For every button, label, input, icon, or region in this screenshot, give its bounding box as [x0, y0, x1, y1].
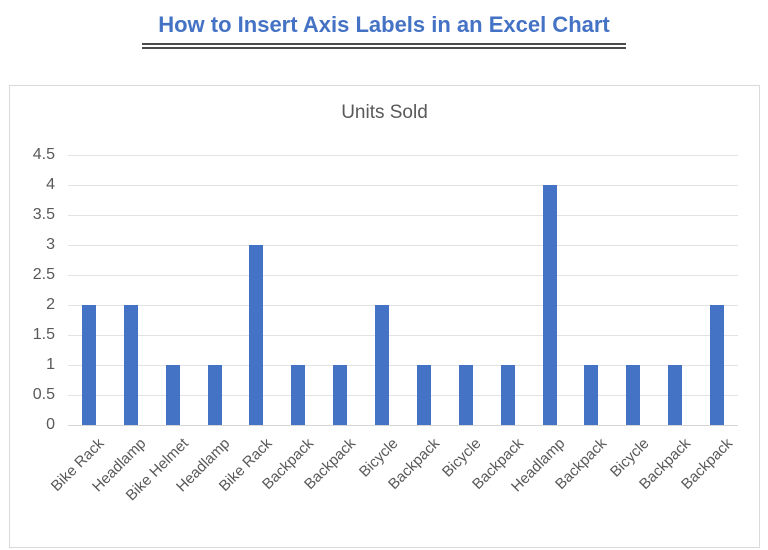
heading-row: How to Insert Axis Labels in an Excel Ch… — [0, 10, 768, 49]
bar-backpack — [668, 365, 683, 425]
y-tick-label: 1.5 — [32, 326, 55, 343]
chart-title: Units Sold — [341, 102, 428, 123]
y-tick-label: 1 — [46, 356, 55, 373]
y-tick-label: 4 — [46, 176, 55, 193]
bar-backpack — [416, 365, 431, 425]
y-tick-label: 3.5 — [32, 206, 55, 223]
gridline — [68, 155, 738, 156]
chart-frame: Units Sold 0 0.5 1 1.5 2 2.5 3 3.5 4 4.5 Bike Rac… — [9, 85, 760, 548]
bar-headlamp — [542, 185, 557, 425]
x-axis-line — [68, 425, 738, 426]
gridline — [68, 215, 738, 216]
bar-bicycle — [375, 305, 390, 425]
page-title: How to Insert Axis Labels in an Excel Ch… — [142, 10, 626, 49]
bar-backpack — [584, 365, 599, 425]
gridline — [68, 305, 738, 306]
bar-backpack — [710, 305, 725, 425]
bar-bicycle — [626, 365, 641, 425]
bar-bicycle — [458, 365, 473, 425]
bar-bike-rack — [249, 245, 264, 425]
bar-headlamp — [207, 365, 222, 425]
bar-backpack — [333, 365, 348, 425]
gridline — [68, 275, 738, 276]
plot-area — [68, 155, 738, 426]
y-tick-label: 2.5 — [32, 266, 55, 283]
gridline — [68, 245, 738, 246]
y-tick-label: 0 — [46, 416, 55, 433]
bar-backpack — [500, 365, 515, 425]
y-tick-label: 0.5 — [32, 386, 55, 403]
y-tick-label: 2 — [46, 296, 55, 313]
bar-backpack — [291, 365, 306, 425]
bar-headlamp — [123, 305, 138, 425]
gridline — [68, 335, 738, 336]
y-tick-label: 4.5 — [32, 146, 55, 163]
y-tick-label: 3 — [46, 236, 55, 253]
gridline — [68, 395, 738, 396]
gridline — [68, 185, 738, 186]
bar-bike-rack — [81, 305, 96, 425]
bar-bike-helmet — [165, 365, 180, 425]
gridline — [68, 365, 738, 366]
